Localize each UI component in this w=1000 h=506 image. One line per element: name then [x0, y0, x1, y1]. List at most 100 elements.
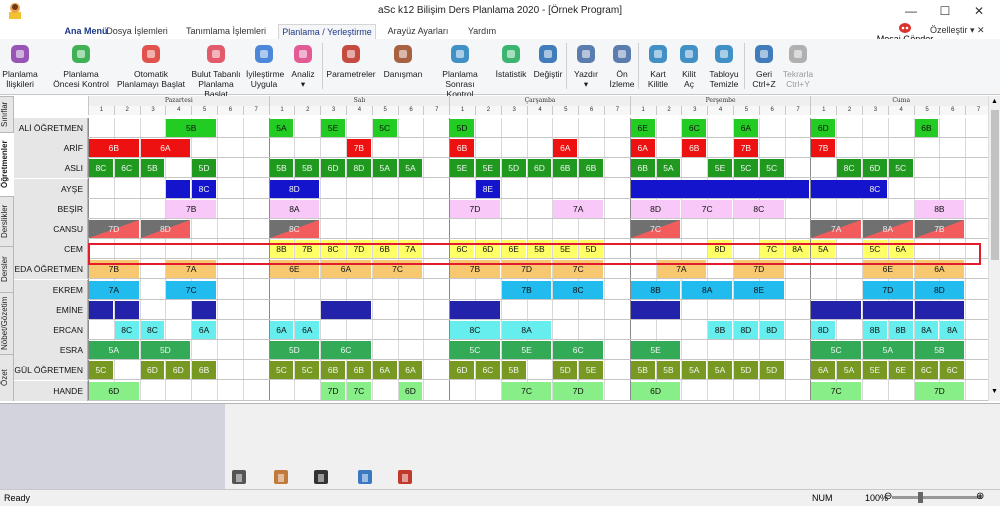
lesson-card[interactable]: 8D	[630, 199, 681, 218]
lesson-card[interactable]: 5E	[450, 159, 474, 178]
side-tab-4[interactable]: Nöbet/Gözetim	[0, 292, 14, 354]
lesson-card[interactable]: 8C	[269, 220, 320, 238]
lesson-card[interactable]: 5D	[450, 119, 474, 137]
lesson-card[interactable]: 8D	[811, 321, 836, 339]
lesson-card[interactable]: 6C	[940, 361, 965, 380]
teacher-row[interactable]: EDA ÖĞRETMEN 7B 7A 6E 6A 7C 7B 7D 7C 7A 7D 6E 6A	[14, 259, 988, 280]
lesson-card[interactable]: 5A	[269, 119, 294, 137]
lesson-card[interactable]	[192, 300, 216, 319]
lesson-card[interactable]: 8D	[269, 179, 320, 198]
lesson-card[interactable]: 6A	[140, 139, 191, 158]
teacher-name[interactable]: ARİF ÖĞRETMEN	[14, 138, 88, 173]
door-icon[interactable]	[396, 468, 414, 486]
lesson-card[interactable]: 8B	[630, 280, 681, 299]
tab-planlama-yerlestirme[interactable]: Planlama / Yerleştirme	[278, 24, 376, 39]
lesson-card[interactable]: 6C	[682, 119, 707, 137]
lesson-card[interactable]: 7B	[295, 240, 320, 259]
lesson-card[interactable]: 5C	[888, 159, 913, 178]
classroom-icon[interactable]	[356, 468, 374, 486]
lesson-card[interactable]: 5A	[656, 159, 681, 178]
teacher-name[interactable]: ALİ ÖĞRETMEN	[14, 118, 88, 138]
lesson-card[interactable]: 7C	[501, 381, 552, 400]
lesson-card[interactable]: 5E	[579, 361, 603, 380]
lesson-card[interactable]	[114, 300, 139, 319]
lesson-card[interactable]: 8B	[888, 321, 913, 339]
lesson-card[interactable]: 6D	[811, 119, 836, 137]
side-tab-2[interactable]: Derslikler	[0, 196, 14, 246]
lesson-card[interactable]: 6C	[553, 341, 603, 360]
lesson-card[interactable]: 8A	[940, 321, 965, 339]
scroll-up-icon[interactable]: ▲	[991, 98, 998, 105]
lesson-card[interactable]: 6D	[166, 361, 191, 380]
lesson-card[interactable]: 7D	[734, 260, 784, 279]
lesson-card[interactable]: 7A	[166, 260, 216, 279]
ribbon-button-undo[interactable]: Geri Ctrl+Z	[748, 41, 780, 93]
lesson-card[interactable]: 6B	[553, 159, 578, 178]
teacher-row[interactable]: AYŞE ÖĞRETMEN 8C 8D 8E 8C	[14, 178, 988, 214]
lesson-card[interactable]	[166, 179, 191, 198]
lesson-card[interactable]: 6D	[140, 361, 165, 380]
scroll-thumb[interactable]	[991, 110, 999, 260]
lesson-card[interactable]	[811, 300, 861, 319]
teacher-name[interactable]: ESRA ÖĞRETMEN	[14, 340, 88, 375]
lesson-card[interactable]: 6A	[321, 260, 371, 279]
lesson-card[interactable]: 5A	[811, 240, 836, 259]
lesson-card[interactable]: 7D	[553, 381, 603, 400]
lesson-card[interactable]: 7B	[914, 220, 965, 238]
lesson-card[interactable]: 8C	[114, 321, 139, 339]
lesson-card[interactable]: 5C	[269, 361, 294, 380]
lesson-card[interactable]: 6D	[476, 240, 500, 259]
side-tab-0[interactable]: Sınıflar	[0, 96, 14, 132]
tab-yardim[interactable]: Yardım	[467, 26, 497, 36]
lesson-card[interactable]: 5D	[269, 341, 320, 360]
teacher-row[interactable]: ALİ ÖĞRETMEN 5B 5A 5E 5C 5D 6E 6C 6A 6D 6B	[14, 118, 988, 138]
ribbon-button-recycle[interactable]: Tabloyu Temizle	[704, 41, 744, 93]
lesson-card[interactable]: 7B	[734, 139, 758, 158]
lesson-card[interactable]	[321, 300, 371, 319]
lesson-card[interactable]: 5B	[656, 361, 681, 380]
ribbon-button-network[interactable]: Planlama İlişkileri	[2, 41, 38, 93]
lesson-card[interactable]: 6B	[682, 139, 707, 158]
lesson-card[interactable]: 7A	[398, 240, 423, 259]
teacher-icon[interactable]	[272, 468, 290, 486]
app-logo-icon[interactable]	[6, 1, 24, 21]
lesson-card[interactable]: 8E	[734, 280, 784, 299]
lesson-card[interactable]: 6A	[553, 139, 578, 158]
lesson-card[interactable]: 6D	[398, 381, 423, 400]
ribbon-button-siren[interactable]: Otomatik Planlamayı Başlat	[116, 41, 186, 93]
lesson-card[interactable]: 6A	[269, 321, 294, 339]
lesson-card[interactable]	[630, 300, 681, 319]
lesson-card[interactable]: 8A	[501, 321, 552, 339]
lesson-card[interactable]: 5A	[863, 341, 913, 360]
lesson-card[interactable]: 8D	[914, 280, 965, 299]
teacher-name[interactable]: EDA ÖĞRETMEN	[14, 259, 88, 280]
lesson-card[interactable]	[914, 300, 965, 319]
lesson-card[interactable]: 8A	[914, 321, 939, 339]
ribbon-button-check-circle[interactable]: Planlama Öncesi Kontrol	[48, 41, 114, 93]
lesson-card[interactable]: 8C	[140, 321, 165, 339]
lesson-card[interactable]	[863, 300, 913, 319]
lesson-card[interactable]: 6E	[630, 119, 655, 137]
vertical-scrollbar[interactable]: ▲ ▼	[988, 96, 1000, 401]
lesson-card[interactable]: 8B	[863, 321, 887, 339]
lesson-card[interactable]: 8C	[863, 179, 887, 198]
maximize-button[interactable]: ☐	[939, 4, 951, 18]
teacher-row[interactable]: ESRA ÖĞRETMEN5A5D5D6C5C5E6C5E5C5A5B	[14, 340, 988, 375]
lesson-card[interactable]: 7B	[450, 260, 500, 279]
tab-dosya-islemleri[interactable]: Dosya İşlemleri	[106, 26, 168, 36]
lesson-card[interactable]: 6C	[914, 361, 939, 380]
lesson-card[interactable]: 7D	[450, 199, 500, 218]
lesson-card[interactable]: 5B	[527, 240, 552, 259]
lesson-card[interactable]: 6A	[372, 361, 397, 380]
lesson-card[interactable]: 7D	[347, 240, 371, 259]
lesson-card[interactable]: 7A	[656, 260, 707, 279]
teacher-row[interactable]: ASLI ÖĞRETMEN8C6C5B5D5B5B6D8D5A5A5E5E5D6…	[14, 158, 988, 193]
lesson-card[interactable]: 7B	[89, 260, 139, 279]
lesson-card[interactable]: 5A	[837, 361, 861, 380]
lesson-card[interactable]: 5D	[192, 159, 216, 178]
lesson-card[interactable]: 5E	[708, 159, 732, 178]
side-tab-5[interactable]: Özet	[0, 354, 14, 401]
